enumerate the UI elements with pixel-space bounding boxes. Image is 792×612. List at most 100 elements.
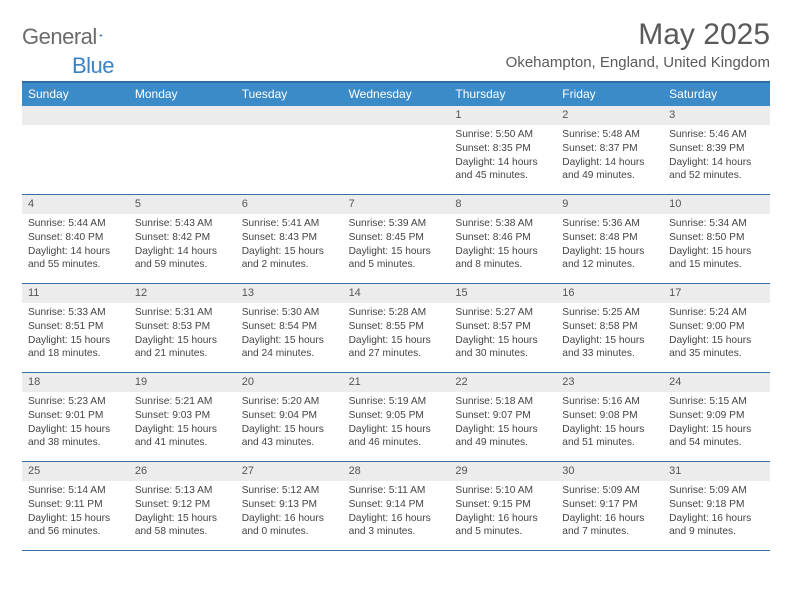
day-number: 24 xyxy=(663,373,770,392)
day-number: 29 xyxy=(449,462,556,481)
day-number: 7 xyxy=(343,195,450,214)
week-row: 4Sunrise: 5:44 AMSunset: 8:40 PMDaylight… xyxy=(22,195,770,284)
daylight-text: Daylight: 16 hours and 7 minutes. xyxy=(562,512,657,540)
daylight-text: Daylight: 15 hours and 33 minutes. xyxy=(562,334,657,362)
day-cell: 30Sunrise: 5:09 AMSunset: 9:17 PMDayligh… xyxy=(556,462,663,550)
daylight-text: Daylight: 15 hours and 5 minutes. xyxy=(349,245,444,273)
day-cell: 11Sunrise: 5:33 AMSunset: 8:51 PMDayligh… xyxy=(22,284,129,372)
sunset-text: Sunset: 8:35 PM xyxy=(455,142,550,156)
sunrise-text: Sunrise: 5:50 AM xyxy=(455,128,550,142)
day-number: 6 xyxy=(236,195,343,214)
day-header-wed: Wednesday xyxy=(343,83,450,106)
day-cell: 10Sunrise: 5:34 AMSunset: 8:50 PMDayligh… xyxy=(663,195,770,283)
daylight-text: Daylight: 15 hours and 54 minutes. xyxy=(669,423,764,451)
day-number: 31 xyxy=(663,462,770,481)
day-details: Sunrise: 5:41 AMSunset: 8:43 PMDaylight:… xyxy=(236,214,343,276)
day-header-mon: Monday xyxy=(129,83,236,106)
day-number: 3 xyxy=(663,106,770,125)
day-cell: 9Sunrise: 5:36 AMSunset: 8:48 PMDaylight… xyxy=(556,195,663,283)
sunset-text: Sunset: 8:43 PM xyxy=(242,231,337,245)
day-cell: 13Sunrise: 5:30 AMSunset: 8:54 PMDayligh… xyxy=(236,284,343,372)
daylight-text: Daylight: 14 hours and 55 minutes. xyxy=(28,245,123,273)
day-cell: 19Sunrise: 5:21 AMSunset: 9:03 PMDayligh… xyxy=(129,373,236,461)
day-number: 15 xyxy=(449,284,556,303)
sunset-text: Sunset: 9:15 PM xyxy=(455,498,550,512)
day-cell: 6Sunrise: 5:41 AMSunset: 8:43 PMDaylight… xyxy=(236,195,343,283)
sunrise-text: Sunrise: 5:48 AM xyxy=(562,128,657,142)
sunset-text: Sunset: 8:51 PM xyxy=(28,320,123,334)
sunset-text: Sunset: 8:48 PM xyxy=(562,231,657,245)
day-cell: 2Sunrise: 5:48 AMSunset: 8:37 PMDaylight… xyxy=(556,106,663,194)
daylight-text: Daylight: 15 hours and 35 minutes. xyxy=(669,334,764,362)
day-cell: 20Sunrise: 5:20 AMSunset: 9:04 PMDayligh… xyxy=(236,373,343,461)
daylight-text: Daylight: 14 hours and 49 minutes. xyxy=(562,156,657,184)
day-number: 28 xyxy=(343,462,450,481)
week-row: 11Sunrise: 5:33 AMSunset: 8:51 PMDayligh… xyxy=(22,284,770,373)
sunrise-text: Sunrise: 5:46 AM xyxy=(669,128,764,142)
day-header-thu: Thursday xyxy=(449,83,556,106)
day-details: Sunrise: 5:39 AMSunset: 8:45 PMDaylight:… xyxy=(343,214,450,276)
sunset-text: Sunset: 8:53 PM xyxy=(135,320,230,334)
sunset-text: Sunset: 9:09 PM xyxy=(669,409,764,423)
day-details xyxy=(129,125,236,132)
day-cell xyxy=(236,106,343,194)
day-details: Sunrise: 5:10 AMSunset: 9:15 PMDaylight:… xyxy=(449,481,556,543)
day-details: Sunrise: 5:33 AMSunset: 8:51 PMDaylight:… xyxy=(22,303,129,365)
sunset-text: Sunset: 8:55 PM xyxy=(349,320,444,334)
daylight-text: Daylight: 15 hours and 27 minutes. xyxy=(349,334,444,362)
daylight-text: Daylight: 15 hours and 15 minutes. xyxy=(669,245,764,273)
day-details: Sunrise: 5:09 AMSunset: 9:18 PMDaylight:… xyxy=(663,481,770,543)
day-header-sat: Saturday xyxy=(663,83,770,106)
sunset-text: Sunset: 8:37 PM xyxy=(562,142,657,156)
day-cell: 12Sunrise: 5:31 AMSunset: 8:53 PMDayligh… xyxy=(129,284,236,372)
sunset-text: Sunset: 8:39 PM xyxy=(669,142,764,156)
day-number: 18 xyxy=(22,373,129,392)
daylight-text: Daylight: 16 hours and 5 minutes. xyxy=(455,512,550,540)
day-cell: 18Sunrise: 5:23 AMSunset: 9:01 PMDayligh… xyxy=(22,373,129,461)
daylight-text: Daylight: 15 hours and 8 minutes. xyxy=(455,245,550,273)
sunset-text: Sunset: 8:50 PM xyxy=(669,231,764,245)
sunset-text: Sunset: 8:58 PM xyxy=(562,320,657,334)
sunrise-text: Sunrise: 5:18 AM xyxy=(455,395,550,409)
sunrise-text: Sunrise: 5:09 AM xyxy=(669,484,764,498)
calendar-grid: Sunday Monday Tuesday Wednesday Thursday… xyxy=(22,81,770,551)
day-details xyxy=(22,125,129,132)
sunset-text: Sunset: 9:03 PM xyxy=(135,409,230,423)
sunset-text: Sunset: 9:14 PM xyxy=(349,498,444,512)
sunset-text: Sunset: 9:08 PM xyxy=(562,409,657,423)
day-number: 8 xyxy=(449,195,556,214)
day-number: 26 xyxy=(129,462,236,481)
logo-sail-icon xyxy=(99,26,103,44)
sunset-text: Sunset: 9:04 PM xyxy=(242,409,337,423)
day-details: Sunrise: 5:31 AMSunset: 8:53 PMDaylight:… xyxy=(129,303,236,365)
daylight-text: Daylight: 15 hours and 51 minutes. xyxy=(562,423,657,451)
day-number: 25 xyxy=(22,462,129,481)
sunrise-text: Sunrise: 5:19 AM xyxy=(349,395,444,409)
day-number: 19 xyxy=(129,373,236,392)
day-cell: 15Sunrise: 5:27 AMSunset: 8:57 PMDayligh… xyxy=(449,284,556,372)
daylight-text: Daylight: 14 hours and 59 minutes. xyxy=(135,245,230,273)
week-row: 25Sunrise: 5:14 AMSunset: 9:11 PMDayligh… xyxy=(22,462,770,551)
sunset-text: Sunset: 8:46 PM xyxy=(455,231,550,245)
sunrise-text: Sunrise: 5:23 AM xyxy=(28,395,123,409)
daylight-text: Daylight: 16 hours and 9 minutes. xyxy=(669,512,764,540)
day-details: Sunrise: 5:50 AMSunset: 8:35 PMDaylight:… xyxy=(449,125,556,187)
sunset-text: Sunset: 9:18 PM xyxy=(669,498,764,512)
sunset-text: Sunset: 8:45 PM xyxy=(349,231,444,245)
day-cell xyxy=(22,106,129,194)
week-row: 18Sunrise: 5:23 AMSunset: 9:01 PMDayligh… xyxy=(22,373,770,462)
day-cell: 26Sunrise: 5:13 AMSunset: 9:12 PMDayligh… xyxy=(129,462,236,550)
sunrise-text: Sunrise: 5:09 AM xyxy=(562,484,657,498)
sunset-text: Sunset: 9:13 PM xyxy=(242,498,337,512)
day-details: Sunrise: 5:25 AMSunset: 8:58 PMDaylight:… xyxy=(556,303,663,365)
day-cell: 16Sunrise: 5:25 AMSunset: 8:58 PMDayligh… xyxy=(556,284,663,372)
day-number: 30 xyxy=(556,462,663,481)
day-cell xyxy=(129,106,236,194)
sunrise-text: Sunrise: 5:28 AM xyxy=(349,306,444,320)
sunrise-text: Sunrise: 5:34 AM xyxy=(669,217,764,231)
day-details: Sunrise: 5:14 AMSunset: 9:11 PMDaylight:… xyxy=(22,481,129,543)
sunrise-text: Sunrise: 5:21 AM xyxy=(135,395,230,409)
day-number: 20 xyxy=(236,373,343,392)
day-details: Sunrise: 5:18 AMSunset: 9:07 PMDaylight:… xyxy=(449,392,556,454)
sunset-text: Sunset: 8:54 PM xyxy=(242,320,337,334)
